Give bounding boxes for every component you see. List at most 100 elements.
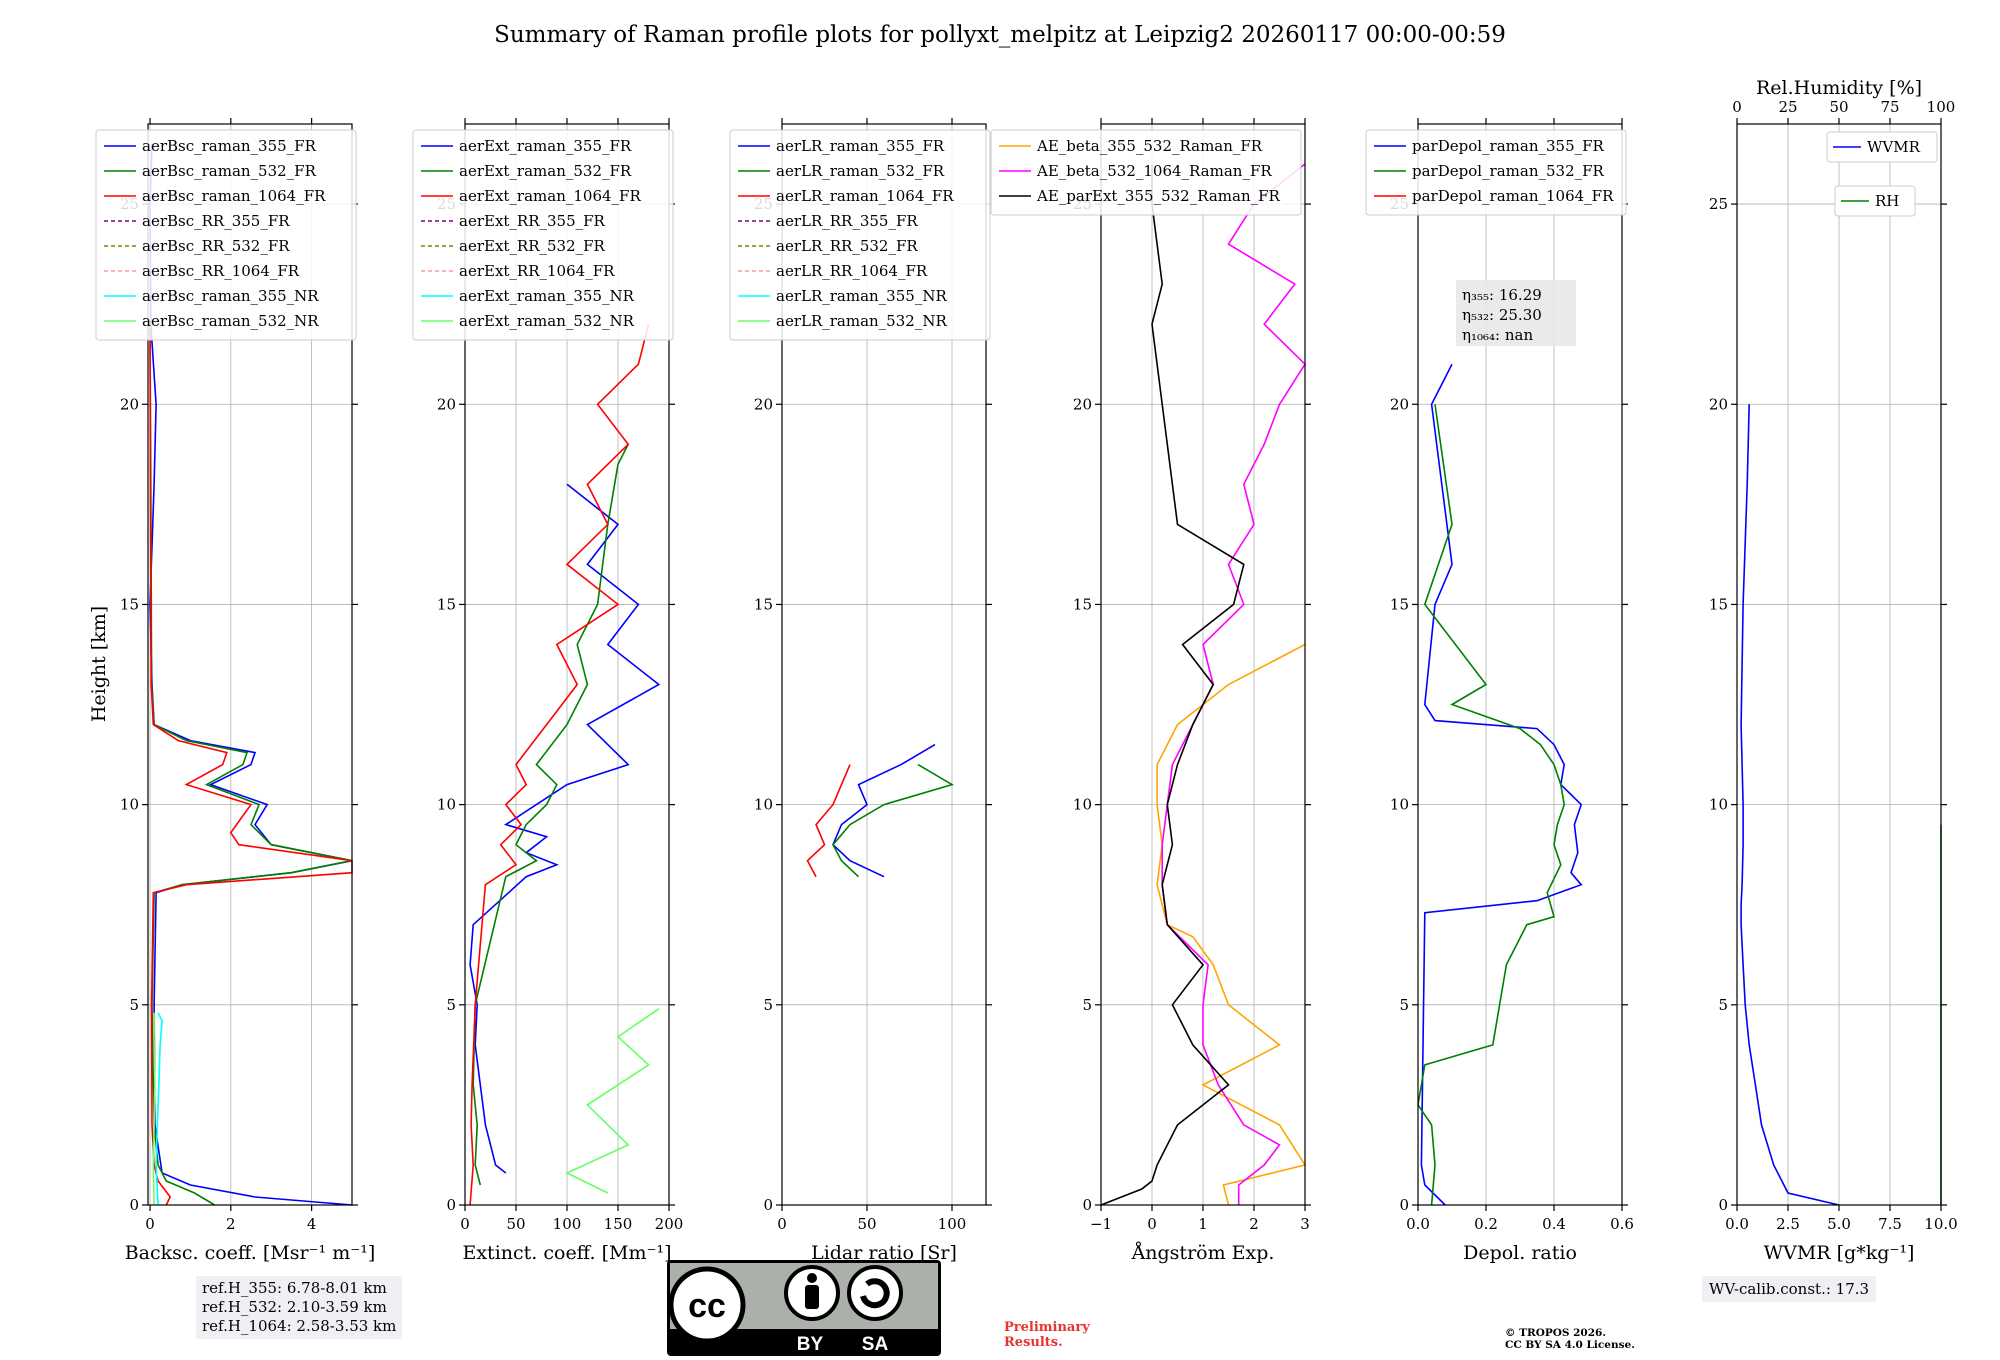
y-tick-label: 10 [754, 796, 773, 814]
legend-label: aerLR_RR_532_FR [776, 237, 918, 255]
y-tick-label: 5 [1082, 996, 1092, 1014]
annotation-line: η₅₃₂: 25.30 [1462, 306, 1542, 324]
top-tick-label: 0 [1732, 98, 1742, 116]
legend-label: aerLR_raman_355_FR [776, 137, 945, 155]
copyright-line-2: CC BY SA 4.0 License. [1505, 1339, 1635, 1351]
top-axis-label: Rel.Humidity [%] [1756, 77, 1922, 99]
sa-icon [847, 1265, 903, 1321]
copyright-note: © TROPOS 2026. CC BY SA 4.0 License. [1505, 1327, 1635, 1351]
y-tick-label: 10 [437, 796, 456, 814]
top-tick-label: 75 [1880, 98, 1899, 116]
legend-label: aerLR_RR_355_FR [776, 212, 918, 230]
legend-label: aerExt_raman_355_FR [459, 137, 632, 155]
top-tick-label: 50 [1829, 98, 1848, 116]
cc-by-sa-badge: cc BY SA [667, 1260, 941, 1356]
wv-calib-box: WV-calib.const.: 17.3 [1702, 1276, 1877, 1302]
y-tick-label: 20 [754, 395, 773, 413]
x-tick-label: 200 [655, 1215, 684, 1233]
sa-icon-arc [860, 1278, 890, 1309]
series-line-aerLR_raman_355_FR [832, 743, 936, 878]
axes-frame [1417, 123, 1623, 1206]
y-tick-label: 15 [1073, 595, 1092, 613]
series-line-parDepol_raman_355_FR [1420, 363, 1583, 1206]
y-tick-label: 10 [1709, 796, 1728, 814]
series-line-WVMR [1740, 404, 1840, 1206]
y-tick-label: 15 [120, 595, 139, 613]
series-line-aerExt_raman_1064_FR [469, 324, 650, 1206]
y-tick-label: 0 [1718, 1196, 1728, 1214]
legend: aerLR_raman_355_FR aerLR_raman_532_FR aerL… [729, 129, 991, 341]
annotation-line: η₃₅₅: 16.29 [1462, 286, 1542, 304]
y-tick-label: 0 [446, 1196, 456, 1214]
preliminary-line-2: Results. [1004, 1335, 1063, 1350]
y-axis-label: Height [km] [88, 606, 110, 722]
panel-ext: 0510152025050100150200Extinct. coeff. [M… [412, 118, 684, 1264]
x-tick-label: 100 [553, 1215, 582, 1233]
x-axis-label: Lidar ratio [Sr] [811, 1242, 957, 1264]
series-line-AE_parExt_355_532_Raman_FR [1100, 164, 1245, 1206]
y-tick-label: 15 [437, 595, 456, 613]
axes-frame [147, 123, 353, 1206]
ref-height-1064: ref.H_1064: 2.58-3.53 km [202, 1317, 397, 1335]
y-tick-label: 20 [120, 395, 139, 413]
x-tick-label: 3 [1300, 1215, 1310, 1233]
by-icon-body [805, 1285, 819, 1309]
series-line-aerLR_raman_532_FR [832, 763, 954, 878]
legend-label: RH [1875, 192, 1899, 210]
legend: AE_beta_355_532_Raman_FR AE_beta_532_1064… [990, 129, 1302, 216]
legend-label: parDepol_raman_355_FR [1412, 137, 1605, 155]
x-tick-label: −1 [1090, 1215, 1112, 1233]
legend-box [95, 129, 357, 341]
legend-box [1365, 129, 1627, 216]
x-tick-label: 0 [145, 1215, 155, 1233]
legend: aerBsc_raman_355_FR aerBsc_raman_532_FRae… [95, 129, 357, 341]
y-tick-label: 5 [1399, 996, 1409, 1014]
legend-label: AE_beta_532_1064_Raman_FR [1036, 162, 1272, 180]
legend-label: aerBsc_RR_532_FR [142, 237, 290, 255]
y-tick-label: 20 [1709, 395, 1728, 413]
x-tick-label: 150 [604, 1215, 633, 1233]
legend-label: aerBsc_RR_355_FR [142, 212, 290, 230]
series-line-aerBsc_raman_532_NR [152, 1012, 156, 1206]
x-tick-label: 5.0 [1827, 1215, 1851, 1233]
legend-label: aerLR_raman_532_NR [776, 312, 947, 330]
legend-label: aerLR_raman_355_NR [776, 287, 947, 305]
y-tick-label: 0 [1082, 1196, 1092, 1214]
legend-box [1834, 185, 1916, 217]
x-tick-label: 10.0 [1924, 1215, 1957, 1233]
y-tick-label: 5 [446, 996, 456, 1014]
top-tick-label: 25 [1778, 98, 1797, 116]
y-tick-label: 5 [763, 996, 773, 1014]
x-tick-label: 0.2 [1474, 1215, 1498, 1233]
legend-label: aerExt_RR_355_FR [459, 212, 606, 230]
reference-height-box: ref.H_355: 6.78-8.01 km ref.H_532: 2.10-… [196, 1276, 403, 1339]
legend-label: aerBsc_raman_532_NR [142, 312, 319, 330]
legend-label: aerLR_RR_1064_FR [776, 262, 928, 280]
x-axis-label: Extinct. coeff. [Mm⁻¹] [462, 1242, 671, 1264]
top-tick-label: 100 [1927, 98, 1956, 116]
by-icon-head [807, 1273, 817, 1283]
x-axis-label: Ångström Exp. [1131, 1242, 1275, 1264]
series-line-aerExt_raman_532_FR [472, 443, 629, 1186]
legend-label: parDepol_raman_532_FR [1412, 162, 1605, 180]
x-axis-label: WVMR [g*kg⁻¹] [1764, 1242, 1915, 1264]
legend-box [729, 129, 991, 341]
panel-lr: 0510152025050100Lidar ratio [Sr]aerLR_ra… [729, 118, 992, 1264]
x-tick-label: 2.5 [1776, 1215, 1800, 1233]
x-tick-label: 0 [777, 1215, 787, 1233]
series-line-aerExt_raman_355_FR [469, 483, 661, 1174]
y-tick-label: 10 [120, 796, 139, 814]
legend-box [990, 129, 1302, 216]
panel-wv: 0 5 10 15 20 25 0.0 2.5 5.0 7.5 10.0 WVMR [g*kg⁻¹] 0… [1709, 77, 1958, 1264]
legend-label: aerExt_raman_532_NR [459, 312, 635, 330]
legend-label: aerBsc_raman_1064_FR [142, 187, 326, 205]
x-axis-label: Depol. ratio [1463, 1242, 1577, 1264]
figure-title: Summary of Raman profile plots for polly… [494, 22, 1506, 48]
panel-bsc: 0510152025024Backsc. coeff. [Msr⁻¹ m⁻¹]a… [95, 118, 375, 1264]
legend: WVMR RH [1826, 131, 1938, 217]
by-label: BY [797, 1334, 824, 1355]
legend-label: aerExt_raman_355_NR [459, 287, 635, 305]
legend-label: aerBsc_raman_532_FR [142, 162, 317, 180]
x-tick-label: 0.6 [1610, 1215, 1634, 1233]
